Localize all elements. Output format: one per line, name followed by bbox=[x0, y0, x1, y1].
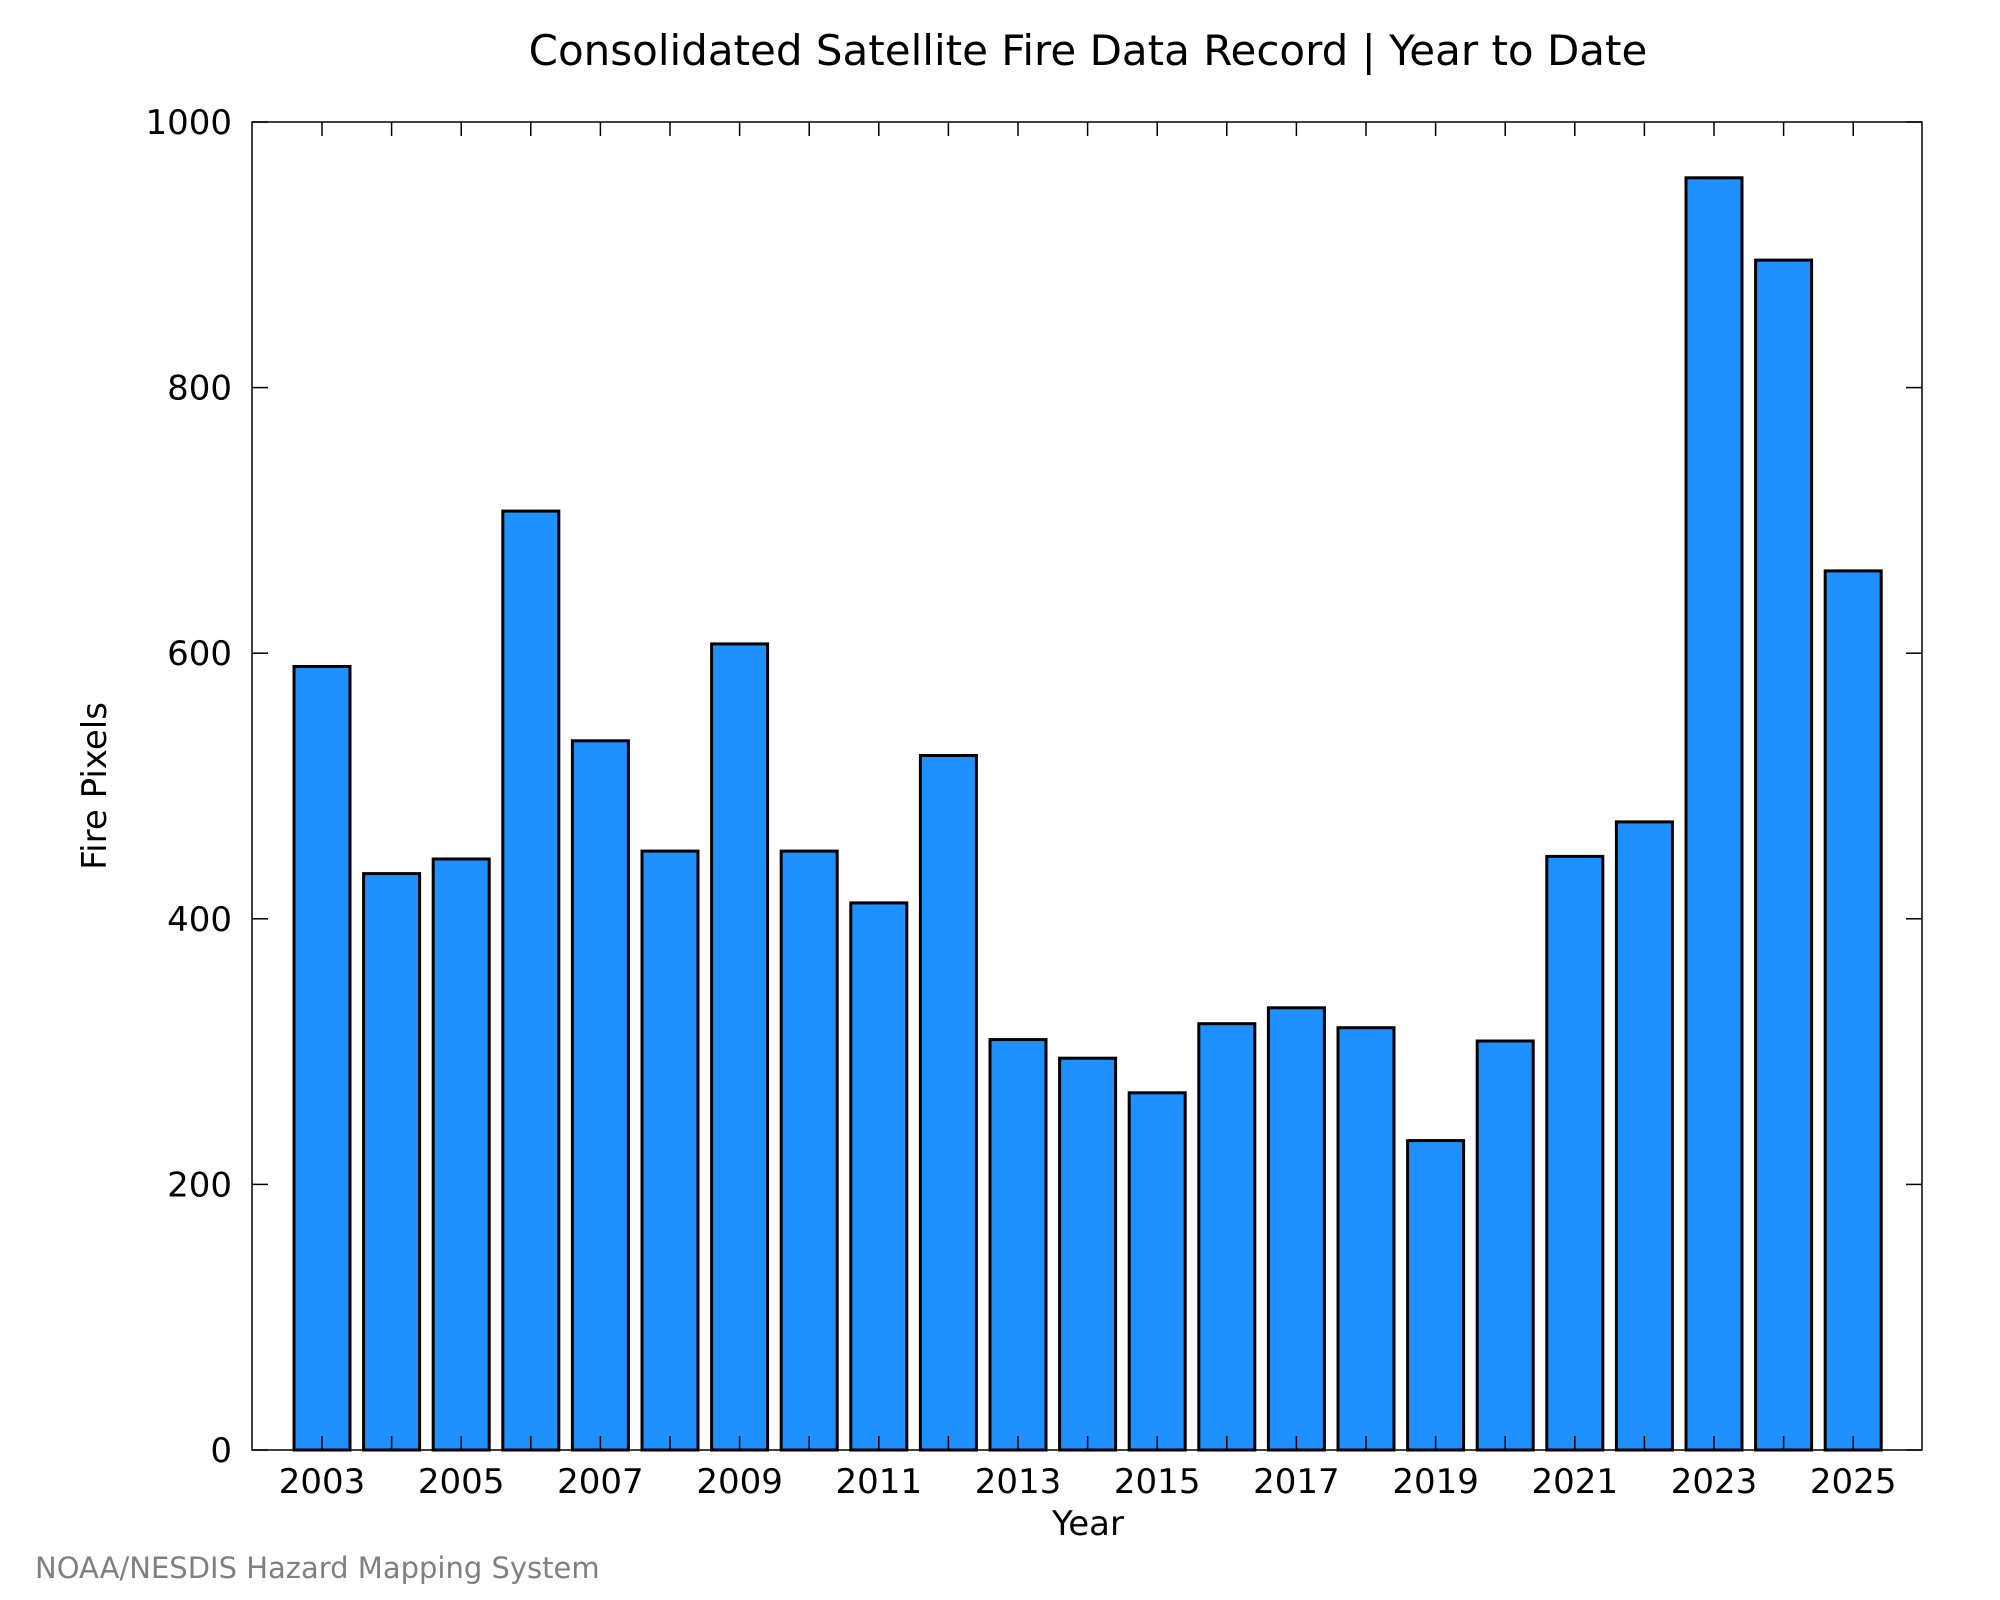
chart-title: Consolidated Satellite Fire Data Record … bbox=[529, 26, 1648, 75]
x-axis-label: Year bbox=[1051, 1504, 1124, 1544]
bar-2019 bbox=[1406, 1139, 1466, 1452]
bar-2015 bbox=[1127, 1091, 1187, 1452]
bar-2018 bbox=[1336, 1026, 1396, 1452]
x-tick-label: 2025 bbox=[1810, 1462, 1897, 1502]
y-tick-label: 1000 bbox=[145, 103, 232, 143]
bar-2008 bbox=[640, 849, 700, 1452]
y-tick-label: 400 bbox=[167, 900, 232, 940]
x-tick-label: 2023 bbox=[1671, 1462, 1758, 1502]
x-tick-label: 2003 bbox=[279, 1462, 366, 1502]
bar-2004 bbox=[362, 872, 422, 1452]
x-tick-label: 2005 bbox=[418, 1462, 505, 1502]
y-tick-label: 200 bbox=[167, 1165, 232, 1205]
y-tick-label: 0 bbox=[210, 1431, 232, 1471]
x-tick-label: 2017 bbox=[1253, 1462, 1340, 1502]
x-tick-label: 2019 bbox=[1392, 1462, 1479, 1502]
x-axis: 2003 2005 2007 2009 2011 2013 2015 2017 2019 2021… bbox=[279, 122, 1897, 1502]
bar-2005 bbox=[431, 857, 491, 1452]
bar-series bbox=[292, 176, 1883, 1452]
x-tick-label: 2013 bbox=[975, 1462, 1062, 1502]
bar-2025 bbox=[1823, 569, 1883, 1452]
y-tick-label: 600 bbox=[167, 634, 232, 674]
source-credit: NOAA/NESDIS Hazard Mapping System bbox=[35, 1551, 600, 1585]
x-tick-label: 2011 bbox=[836, 1462, 923, 1502]
y-axis: 0 200 400 600 800 1000 bbox=[145, 103, 1922, 1471]
bar-2023 bbox=[1684, 176, 1744, 1452]
bar-2007 bbox=[570, 739, 630, 1452]
x-tick-label: 2015 bbox=[1114, 1462, 1201, 1502]
bar-2012 bbox=[918, 754, 978, 1452]
x-tick-label: 2007 bbox=[557, 1462, 644, 1502]
y-axis-label: Fire Pixels bbox=[75, 702, 115, 870]
bar-2021 bbox=[1545, 854, 1605, 1452]
bar-2024 bbox=[1754, 258, 1814, 1452]
bar-2017 bbox=[1266, 1006, 1326, 1452]
bar-2010 bbox=[779, 849, 839, 1452]
bar-2006 bbox=[501, 509, 561, 1452]
bar-2013 bbox=[988, 1038, 1048, 1452]
x-tick-label: 2021 bbox=[1532, 1462, 1619, 1502]
bar-2022 bbox=[1614, 820, 1674, 1452]
bar-2016 bbox=[1197, 1022, 1257, 1452]
bar-2003 bbox=[292, 665, 352, 1452]
bar-2020 bbox=[1475, 1039, 1535, 1452]
bar-2014 bbox=[1058, 1056, 1118, 1452]
bar-2009 bbox=[710, 642, 770, 1452]
y-tick-label: 800 bbox=[167, 369, 232, 409]
x-tick-label: 2009 bbox=[696, 1462, 783, 1502]
bar-2011 bbox=[849, 901, 909, 1452]
